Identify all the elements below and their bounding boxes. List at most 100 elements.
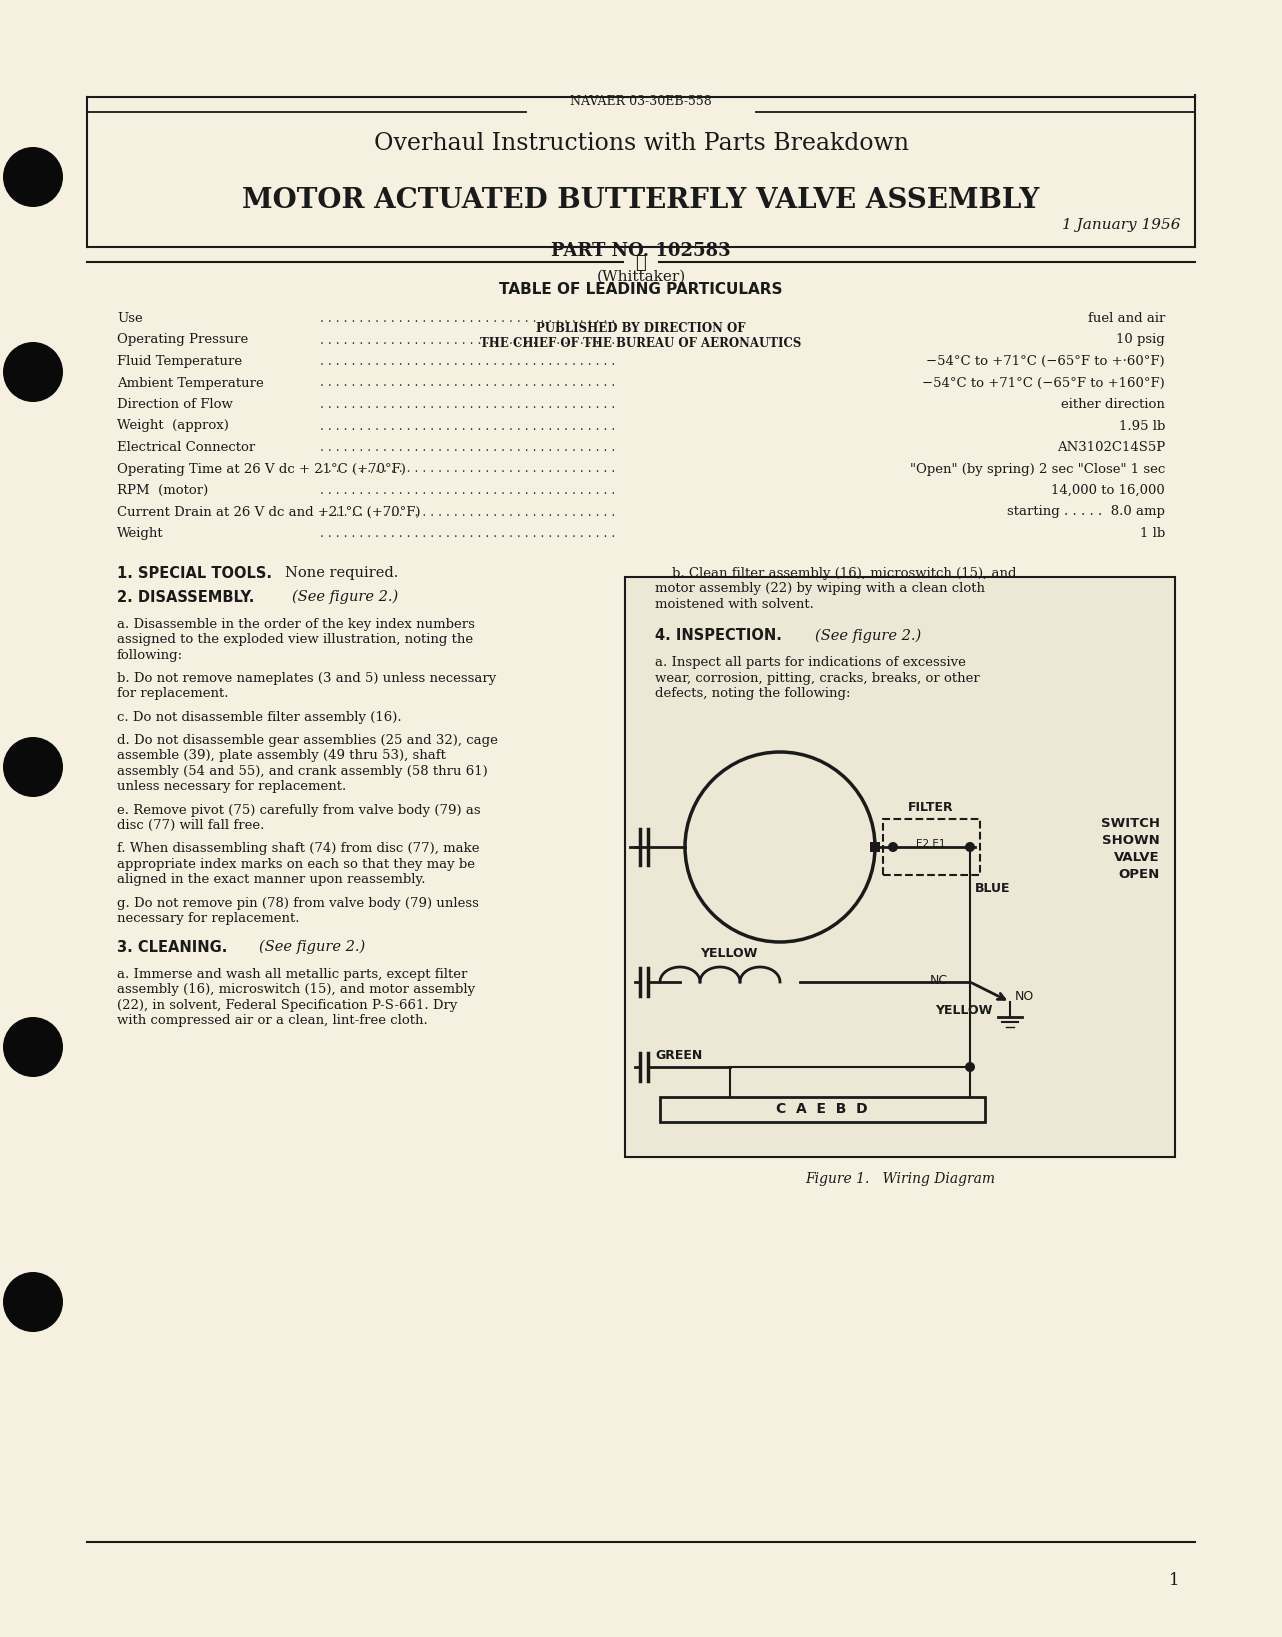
Text: THE CHIEF OF THE BUREAU OF AERONAUTICS: THE CHIEF OF THE BUREAU OF AERONAUTICS — [481, 337, 801, 350]
Text: . . . . . . . . . . . . . . . . . . . . . . . . . . . . . . . . . . . . . .: . . . . . . . . . . . . . . . . . . . . … — [320, 419, 615, 432]
Text: Direction of Flow: Direction of Flow — [117, 398, 233, 411]
Text: "Open" (by spring) 2 sec "Close" 1 sec: "Open" (by spring) 2 sec "Close" 1 sec — [910, 463, 1165, 475]
Text: SWITCH: SWITCH — [1101, 817, 1160, 830]
Text: Fluid Temperature: Fluid Temperature — [117, 355, 242, 368]
Text: . . . . . . . . . . . . . . . . . . . . . . . . . . . . . . . . . . . . . .: . . . . . . . . . . . . . . . . . . . . … — [320, 377, 615, 390]
Text: . . . . . . . . . . . . . . . . . . . . . . . . . . . . . . . . . . . . . .: . . . . . . . . . . . . . . . . . . . . … — [320, 463, 615, 475]
Text: GREEN: GREEN — [655, 1049, 703, 1062]
Text: BLUE: BLUE — [976, 882, 1010, 895]
Circle shape — [3, 1017, 63, 1077]
Text: necessary for replacement.: necessary for replacement. — [117, 912, 300, 925]
Bar — [870, 841, 879, 851]
Text: NAVAER 03-30EB-558: NAVAER 03-30EB-558 — [570, 95, 712, 108]
Text: Use: Use — [117, 313, 142, 326]
Text: 1.95 lb: 1.95 lb — [1119, 419, 1165, 432]
Text: VALVE: VALVE — [1114, 851, 1160, 864]
Circle shape — [3, 342, 63, 403]
Bar — [883, 818, 979, 876]
Text: Ambient Temperature: Ambient Temperature — [117, 377, 264, 390]
Text: . . . . . . . . . . . . . . . . . . . . . . . . . . . . . . . . . . . . . .: . . . . . . . . . . . . . . . . . . . . … — [320, 527, 615, 540]
Text: 1 lb: 1 lb — [1140, 527, 1165, 540]
Text: starting . . . . .  8.0 amp: starting . . . . . 8.0 amp — [1008, 506, 1165, 519]
Text: wear, corrosion, pitting, cracks, breaks, or other: wear, corrosion, pitting, cracks, breaks… — [655, 671, 979, 684]
Text: 1: 1 — [1169, 1572, 1179, 1590]
Text: assembly (16), microswitch (15), and motor assembly: assembly (16), microswitch (15), and mot… — [117, 984, 476, 997]
Text: . . . . . . . . . . . . . . . . . . . . . . . . . . . . . . . . . . . . . .: . . . . . . . . . . . . . . . . . . . . … — [320, 355, 615, 368]
Circle shape — [965, 841, 976, 851]
Text: NC: NC — [929, 974, 947, 987]
Text: . . . . . . . . . . . . . . . . . . . . . . . . . . . . . . . . . . . . . .: . . . . . . . . . . . . . . . . . . . . … — [320, 485, 615, 498]
Text: a. Immerse and wash all metallic parts, except filter: a. Immerse and wash all metallic parts, … — [117, 967, 468, 981]
Text: YELLOW: YELLOW — [700, 946, 758, 959]
Text: assigned to the exploded view illustration, noting the: assigned to the exploded view illustrati… — [117, 634, 473, 647]
Text: motor assembly (22) by wiping with a clean cloth: motor assembly (22) by wiping with a cle… — [655, 583, 985, 594]
Text: . . . . . . . . . . . . . . . . . . . . . . . . . . . . . . . . . . . . . .: . . . . . . . . . . . . . . . . . . . . … — [320, 440, 615, 453]
Text: d. Do not disassemble gear assemblies (25 and 32), cage: d. Do not disassemble gear assemblies (2… — [117, 733, 497, 746]
Text: . . . . . . . . . . . . . . . . . . . . . . . . . . . . . . . . . . . . . .: . . . . . . . . . . . . . . . . . . . . … — [320, 398, 615, 411]
Text: ★: ★ — [636, 254, 646, 272]
Text: defects, noting the following:: defects, noting the following: — [655, 688, 850, 701]
Text: Operating Pressure: Operating Pressure — [117, 334, 249, 347]
Text: b. Do not remove nameplates (3 and 5) unless necessary: b. Do not remove nameplates (3 and 5) un… — [117, 671, 496, 684]
Text: C  A  E  B  D: C A E B D — [776, 1102, 868, 1116]
Bar — [660, 1097, 985, 1121]
Text: 1 January 1956: 1 January 1956 — [1061, 218, 1179, 232]
Text: fuel and air: fuel and air — [1087, 313, 1165, 326]
Text: following:: following: — [117, 648, 183, 661]
Text: (Whittaker): (Whittaker) — [596, 270, 686, 283]
Text: MOTOR ACTUATED BUTTERFLY VALVE ASSEMBLY: MOTOR ACTUATED BUTTERFLY VALVE ASSEMBLY — [242, 187, 1040, 214]
Text: for replacement.: for replacement. — [117, 688, 228, 701]
Text: appropriate index marks on each so that they may be: appropriate index marks on each so that … — [117, 858, 476, 871]
Text: unless necessary for replacement.: unless necessary for replacement. — [117, 781, 346, 794]
Text: moistened with solvent.: moistened with solvent. — [655, 598, 814, 611]
Text: . . . . . . . . . . . . . . . . . . . . . . . . . . . . . . . . . . . . . .: . . . . . . . . . . . . . . . . . . . . … — [320, 334, 615, 347]
Text: either direction: either direction — [1061, 398, 1165, 411]
Text: (See figure 2.): (See figure 2.) — [815, 629, 922, 643]
Text: PART NO. 102583: PART NO. 102583 — [551, 242, 731, 260]
Text: b. Clean filter assembly (16), microswitch (15), and: b. Clean filter assembly (16), microswit… — [655, 566, 1017, 579]
Text: 14,000 to 16,000: 14,000 to 16,000 — [1051, 485, 1165, 498]
Text: 2. DISASSEMBLY.: 2. DISASSEMBLY. — [117, 589, 254, 604]
Text: (See figure 2.): (See figure 2.) — [259, 940, 365, 954]
Text: 4. INSPECTION.: 4. INSPECTION. — [655, 629, 782, 643]
Text: f. When disassembling shaft (74) from disc (77), make: f. When disassembling shaft (74) from di… — [117, 843, 479, 856]
Text: Figure 1.   Wiring Diagram: Figure 1. Wiring Diagram — [805, 1172, 995, 1185]
Text: with compressed air or a clean, lint-free cloth.: with compressed air or a clean, lint-fre… — [117, 1015, 428, 1028]
Text: . . . . . . . . . . . . . . . . . . . . . . . . . . . . . . . . . . . . . .: . . . . . . . . . . . . . . . . . . . . … — [320, 506, 615, 519]
Text: a. Disassemble in the order of the key index numbers: a. Disassemble in the order of the key i… — [117, 617, 474, 630]
Text: Current Drain at 26 V dc and +21°C (+70°F): Current Drain at 26 V dc and +21°C (+70°… — [117, 506, 420, 519]
Text: FILTER: FILTER — [908, 800, 954, 814]
Text: c. Do not disassemble filter assembly (16).: c. Do not disassemble filter assembly (1… — [117, 710, 401, 724]
Text: 1. SPECIAL TOOLS.: 1. SPECIAL TOOLS. — [117, 566, 272, 581]
Text: aligned in the exact manner upon reassembly.: aligned in the exact manner upon reassem… — [117, 874, 426, 886]
Text: assemble (39), plate assembly (49 thru 53), shaft: assemble (39), plate assembly (49 thru 5… — [117, 750, 446, 763]
Text: E2 E1: E2 E1 — [917, 840, 946, 850]
Text: TABLE OF LEADING PARTICULARS: TABLE OF LEADING PARTICULARS — [499, 282, 783, 296]
Text: (See figure 2.): (See figure 2.) — [292, 589, 399, 604]
Circle shape — [3, 1272, 63, 1333]
Text: disc (77) will fall free.: disc (77) will fall free. — [117, 818, 264, 832]
Text: YELLOW: YELLOW — [935, 1003, 992, 1017]
Text: −54°C to +71°C (−65°F to +·60°F): −54°C to +71°C (−65°F to +·60°F) — [927, 355, 1165, 368]
Text: Operating Time at 26 V dc + 21°C (+70°F): Operating Time at 26 V dc + 21°C (+70°F) — [117, 463, 406, 475]
Text: g. Do not remove pin (78) from valve body (79) unless: g. Do not remove pin (78) from valve bod… — [117, 897, 479, 910]
Text: Weight: Weight — [117, 527, 164, 540]
Text: Electrical Connector: Electrical Connector — [117, 440, 255, 453]
Text: Overhaul Instructions with Parts Breakdown: Overhaul Instructions with Parts Breakdo… — [373, 133, 909, 156]
Text: None required.: None required. — [285, 566, 399, 581]
Circle shape — [965, 1062, 976, 1072]
Circle shape — [3, 737, 63, 797]
Text: PUBLISHED BY DIRECTION OF: PUBLISHED BY DIRECTION OF — [536, 322, 746, 336]
Circle shape — [3, 147, 63, 206]
Text: . . . . . . . . . . . . . . . . . . . . . . . . . . . . . . . . . . . . . .: . . . . . . . . . . . . . . . . . . . . … — [320, 313, 615, 326]
Text: AN3102C14S5P: AN3102C14S5P — [1056, 440, 1165, 453]
Text: Weight  (approx): Weight (approx) — [117, 419, 229, 432]
Text: SHOWN: SHOWN — [1103, 833, 1160, 846]
Text: OPEN: OPEN — [1119, 868, 1160, 881]
Text: RPM  (motor): RPM (motor) — [117, 485, 208, 498]
Circle shape — [888, 841, 897, 851]
Bar — [626, 576, 1176, 1157]
Text: assembly (54 and 55), and crank assembly (58 thru 61): assembly (54 and 55), and crank assembly… — [117, 764, 487, 778]
Text: NO: NO — [1015, 990, 1035, 1003]
Text: 10 psig: 10 psig — [1117, 334, 1165, 347]
